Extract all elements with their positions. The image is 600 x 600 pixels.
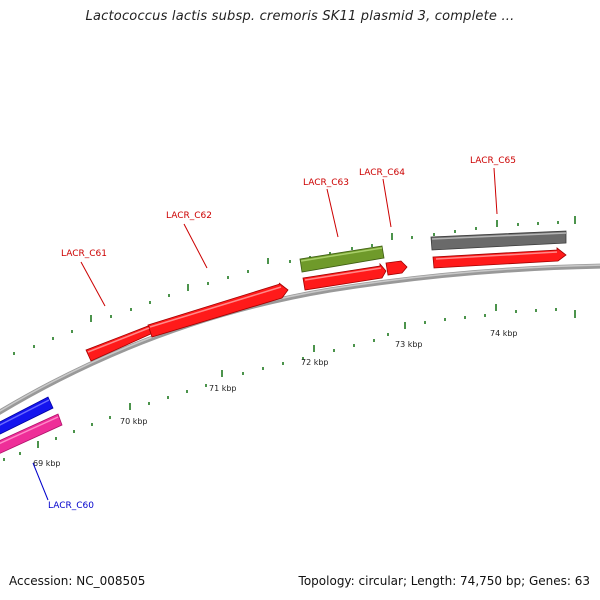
- gene-arrow-lacr-c64[interactable]: [385, 260, 408, 276]
- scale-label-73kbp: 73 kbp: [395, 340, 423, 349]
- scale-label-71kbp: 71 kbp: [209, 384, 237, 393]
- gene-label-lacr-c62[interactable]: LACR_C62: [166, 211, 212, 221]
- feature-pink-band[interactable]: [0, 413, 63, 456]
- feature-blue-band[interactable]: [0, 396, 54, 437]
- scale-label-69kbp: 69 kbp: [33, 459, 61, 468]
- gene-label-lacr-c63[interactable]: LACR_C63: [303, 178, 349, 188]
- gene-arrow-lacr-c62[interactable]: [147, 282, 289, 338]
- gene-label-lacr-c64[interactable]: LACR_C64: [359, 168, 405, 178]
- feature-olive-band[interactable]: [299, 245, 385, 273]
- map-title: Lactococcus lactis subsp. cremoris SK11 …: [85, 9, 515, 24]
- gene-leader-lines: [32, 167, 498, 501]
- gene-label-lacr-c60[interactable]: LACR_C60: [48, 501, 94, 511]
- scale-label-70kbp: 70 kbp: [120, 417, 148, 426]
- scale-label-74kbp: 74 kbp: [490, 329, 518, 338]
- topology-summary: Topology: circular; Length: 74,750 bp; G…: [298, 574, 590, 588]
- gene-label-lacr-c61[interactable]: LACR_C61: [61, 249, 107, 259]
- gene-arrow-highlights: [87, 251, 558, 353]
- feature-gray-band-highlight: [431, 232, 567, 240]
- feature-blue-band-highlight: [0, 399, 50, 426]
- plasmid-backbone: [0, 263, 600, 415]
- feature-gray-band[interactable]: [430, 230, 567, 251]
- inner-tick-ring: [3, 304, 576, 461]
- outer-tick-ring: [13, 216, 576, 355]
- feature-olive-band-highlight: [300, 247, 383, 262]
- plasmid-backbone-highlight: [0, 264, 600, 412]
- accession-text: Accession: NC_008505: [9, 574, 146, 588]
- gene-label-lacr-c65[interactable]: LACR_C65: [470, 156, 516, 166]
- feature-pink-band-highlight: [0, 416, 59, 445]
- scale-label-72kbp: 72 kbp: [301, 358, 329, 367]
